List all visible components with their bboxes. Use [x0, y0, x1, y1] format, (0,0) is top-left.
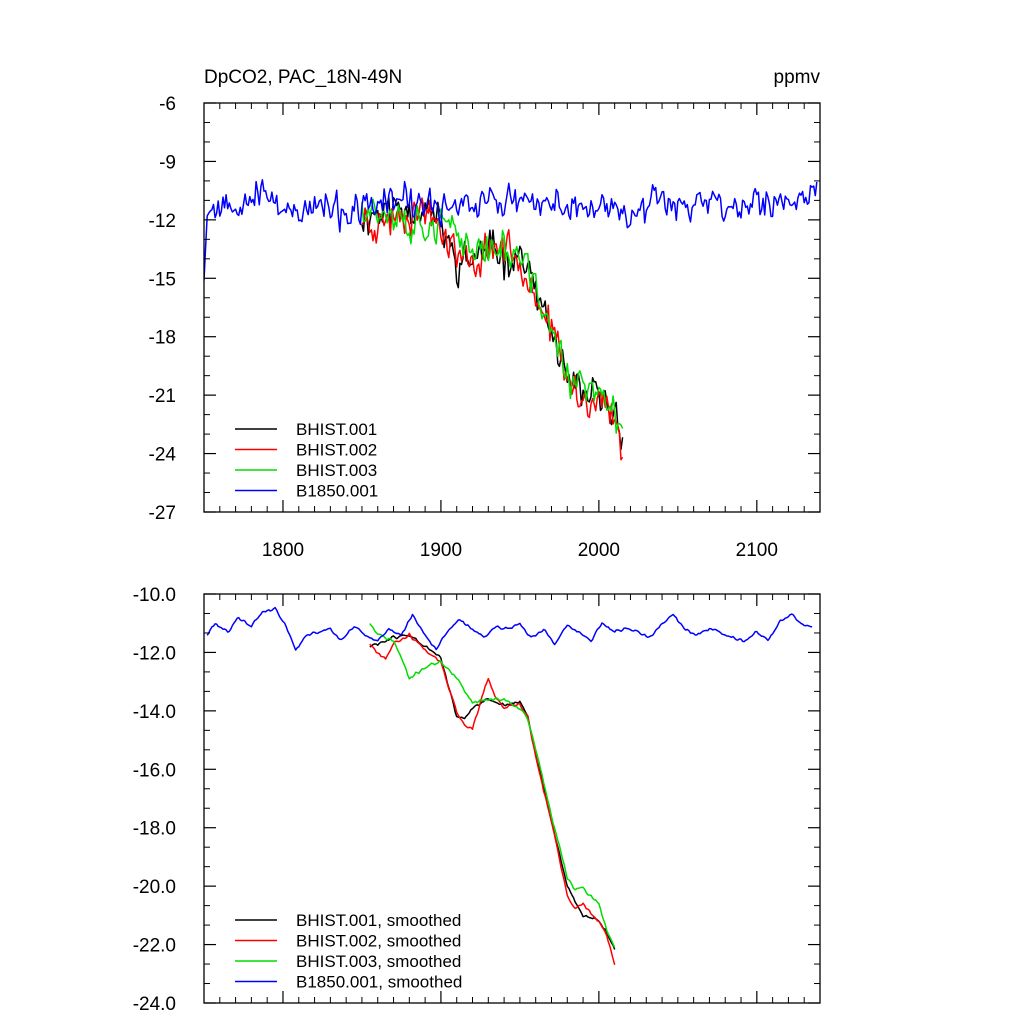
- legend-label: BHIST.003, smoothed: [296, 952, 461, 971]
- legend: BHIST.001, smoothed BHIST.002, smoothedBH…: [235, 911, 462, 992]
- series-line-top-4: [204, 179, 818, 281]
- y-tick-label: -16.0: [133, 760, 176, 781]
- series-line-top-1: [361, 196, 624, 451]
- y-tick-label: -21: [149, 386, 176, 407]
- series-line-bottom-3: [369, 623, 616, 948]
- y-tick-label: -9: [159, 152, 176, 173]
- y-tick-label: -10.0: [133, 585, 176, 606]
- legend-label: BHIST.002: [296, 441, 377, 460]
- top-panel: -27 -24 -21 -18 -15 -12 -9 -6 1800 1900 2000 2100 BH…: [149, 94, 821, 561]
- y-tick-label: -12.0: [133, 643, 176, 664]
- bottom-panel: -24.0 -22.0 -20.0 -18.0 -16.0 -14.0 -12.0 -10.0…: [133, 585, 821, 1015]
- x-tick-label: 2100: [736, 540, 778, 561]
- y-tick-label: -24.0: [133, 994, 176, 1015]
- y-tick-label: -22.0: [133, 936, 176, 957]
- legend-label: B1850.001, smoothed: [296, 973, 462, 992]
- series-line-bottom-4: [206, 606, 813, 651]
- y-tick-label: -18: [149, 328, 176, 349]
- y-tick-label: -18.0: [133, 819, 176, 840]
- legend-label: BHIST.003: [296, 461, 377, 480]
- series-line-bottom-2: [369, 632, 616, 965]
- series-line-top-3: [361, 198, 624, 434]
- legend-label: B1850.001: [296, 482, 378, 501]
- legend-label: BHIST.002, smoothed: [296, 932, 461, 951]
- series-line-bottom-1: [369, 634, 616, 950]
- x-tick-label: 1900: [420, 540, 462, 561]
- legend-label: BHIST.001: [296, 420, 377, 439]
- y-tick-label: -12: [149, 211, 176, 232]
- plot-frame: [203, 593, 821, 1004]
- y-tick-label: -24: [149, 445, 177, 466]
- legend-label: BHIST.001, smoothed: [296, 911, 461, 930]
- plot-frame: [203, 102, 821, 513]
- y-tick-label: -14.0: [133, 702, 176, 723]
- y-tick-label: -27: [149, 503, 176, 524]
- figure-title: DpCO2, PAC_18N-49N: [204, 67, 402, 88]
- figure-units: ppmv: [774, 67, 821, 88]
- x-tick-label: 2000: [578, 540, 620, 561]
- x-tick-label: 1800: [262, 540, 304, 561]
- y-tick-label: -15: [149, 269, 176, 290]
- y-tick-label: -6: [159, 94, 176, 115]
- y-tick-label: -20.0: [133, 877, 176, 898]
